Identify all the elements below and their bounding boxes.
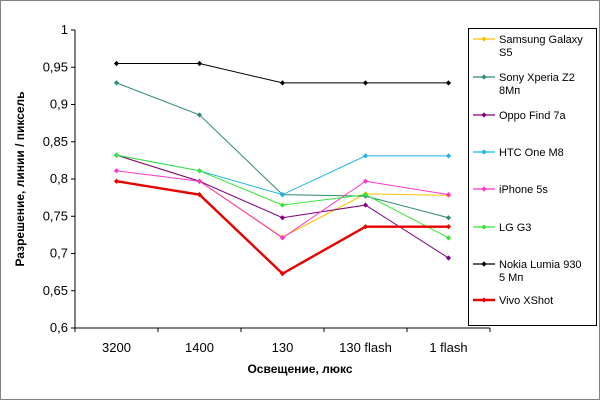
- legend-label: Samsung Galaxy: [499, 34, 583, 46]
- y-tick-label: 0,85: [43, 134, 68, 149]
- data-point: [445, 255, 452, 261]
- data-point: [445, 80, 452, 86]
- y-tick-label: 0,6: [50, 320, 68, 335]
- legend-label: HTC One M8: [499, 147, 564, 159]
- data-point: [445, 192, 452, 198]
- data-point: [445, 215, 452, 221]
- data-point: [362, 178, 369, 184]
- data-point: [279, 271, 286, 277]
- legend-label: LG G3: [499, 222, 531, 234]
- data-point: [113, 168, 120, 174]
- data-point: [445, 224, 452, 230]
- y-axis-ticks: 0,6 0,65 0,7 0,75 0,8 0,85 0,9 0,95 1: [43, 22, 75, 335]
- series-6: [113, 60, 452, 86]
- legend-item: HTC One M8: [473, 147, 564, 159]
- x-axis-ticks: 3200 1400 130 130 flash 1 flash: [74, 328, 491, 355]
- legend-swatch-marker: [481, 149, 487, 155]
- legend-label: Oppo Find 7a: [499, 110, 567, 122]
- data-point: [113, 152, 120, 158]
- data-point: [113, 178, 120, 184]
- data-point: [362, 192, 369, 198]
- legend-label: Vivo XShot: [499, 295, 553, 307]
- y-tick-label: 0,9: [50, 97, 68, 112]
- legend-label: Sony Xperia Z2: [499, 72, 575, 84]
- data-point: [362, 153, 369, 159]
- legend-swatch-marker: [481, 36, 487, 42]
- x-tick-label: 130: [272, 340, 294, 355]
- legend-item: Vivo XShot: [473, 295, 553, 307]
- data-point: [196, 60, 203, 67]
- legend-label: Nokia Lumia 930: [499, 259, 582, 271]
- legend-label: S5: [499, 47, 512, 59]
- data-point: [362, 202, 369, 208]
- legend-label: iPhone 5s: [499, 184, 548, 196]
- y-axis-title: Разрешение, линии / пиксель: [13, 91, 27, 266]
- y-tick-label: 0,65: [43, 283, 68, 298]
- data-point: [279, 235, 286, 241]
- legend-swatch-marker: [481, 74, 487, 80]
- legend-swatch-marker: [481, 186, 487, 192]
- legend-swatch-marker: [481, 112, 487, 118]
- y-tick-label: 0,95: [43, 59, 68, 74]
- legend-swatch-marker: [481, 224, 487, 230]
- data-point: [196, 178, 203, 184]
- legend-item: LG G3: [473, 222, 531, 234]
- series-7: [113, 178, 452, 277]
- data-point: [196, 112, 203, 118]
- y-tick-label: 1: [61, 22, 68, 37]
- series-5: [113, 152, 452, 241]
- legend-item: iPhone 5s: [473, 184, 548, 196]
- data-point: [279, 192, 286, 198]
- data-point: [362, 80, 369, 86]
- data-point: [113, 80, 120, 86]
- y-tick-label: 0,75: [43, 208, 68, 223]
- data-point: [196, 168, 203, 174]
- legend-swatch-marker: [481, 261, 487, 267]
- data-point: [362, 224, 369, 230]
- legend-label: 8Мп: [499, 85, 520, 97]
- series-4: [113, 168, 452, 241]
- x-axis-title: Освещение, люкс: [247, 362, 352, 376]
- x-tick-label: 3200: [102, 340, 131, 355]
- data-point: [113, 60, 120, 67]
- legend-swatch-marker: [481, 297, 487, 303]
- legend-box: [468, 28, 597, 326]
- y-tick-label: 0,8: [50, 171, 68, 186]
- data-point: [445, 153, 452, 159]
- data-point: [279, 202, 286, 208]
- y-tick-label: 0,7: [50, 246, 68, 261]
- x-tick-label: 1400: [185, 340, 214, 355]
- legend-label: 5 Мп: [499, 272, 523, 284]
- x-tick-label: 1 flash: [429, 340, 467, 355]
- data-point: [445, 235, 452, 241]
- series-layer: [113, 60, 452, 277]
- data-point: [196, 192, 203, 198]
- x-tick-label: 130 flash: [339, 340, 392, 355]
- data-point: [279, 80, 286, 86]
- data-point: [279, 215, 286, 221]
- legend-item: Oppo Find 7a: [473, 110, 567, 122]
